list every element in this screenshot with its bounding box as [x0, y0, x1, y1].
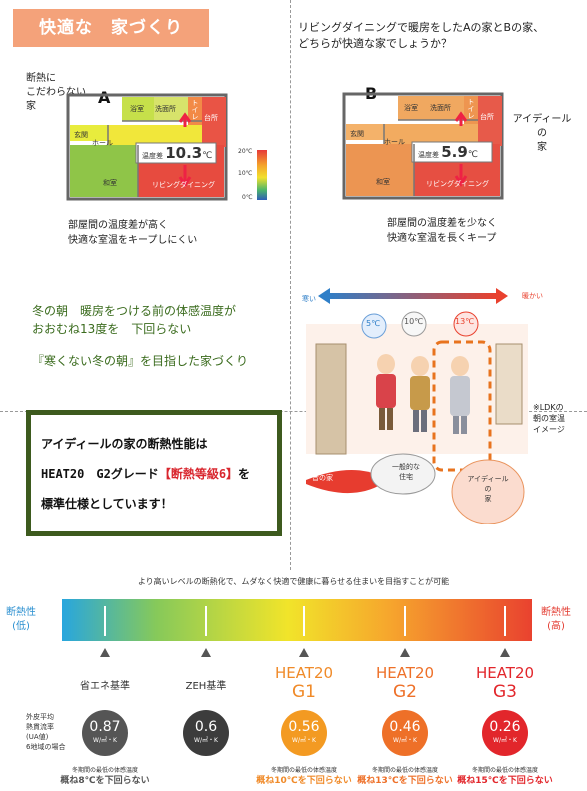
low-insulation-label: 断熱性 (低)	[6, 607, 36, 632]
house-b-floorplan	[342, 92, 504, 200]
house-a-caption: 部屋間の温度差が高く 快適な室温をキープしにくい	[68, 220, 198, 246]
scale-top-label: 20℃	[238, 148, 253, 155]
room-japanese-a: 和室	[103, 179, 117, 187]
room-living-b: リビングダイニング	[426, 180, 489, 188]
tick-2	[205, 606, 207, 636]
spec-grade-line: HEAT20 G2グレード【断熱等級6】を	[41, 467, 251, 481]
room-toilet-b: トイレ	[467, 98, 475, 119]
vertical-divider	[290, 0, 291, 570]
temperature-scale-bar	[257, 150, 267, 200]
level-note-1: 冬期間の最低の体感温度 概ね8℃を下回らない	[60, 767, 150, 786]
scale-mid-label: 10℃	[238, 170, 253, 177]
tick-5	[504, 606, 506, 636]
warm-label: 暖かい	[522, 292, 543, 300]
temp-diff-a: 温度差 10.3℃	[142, 144, 213, 162]
marker-2	[201, 648, 211, 657]
level-note-3: 冬期間の最低の体感温度 概ね10℃を下回らない	[256, 767, 352, 786]
level-name-3: HEAT20 G1	[274, 664, 334, 702]
marker-3	[299, 648, 309, 657]
ua-circle-4: 0.46 W/㎡・K	[382, 710, 428, 756]
morning-line-1: 冬の朝 暖房をつける前の体感温度が	[32, 304, 237, 318]
level-name-1: 省エネ基準	[80, 681, 130, 692]
marker-4	[400, 648, 410, 657]
levels-headline: より高いレベルの断熱化で、ムダなく快適で健康に暮らせる住まいを目指すことが可能	[137, 577, 450, 586]
ua-circle-2: 0.6 W/㎡・K	[183, 710, 229, 756]
morning-line-2: おおむね13度を 下回らない	[32, 322, 192, 336]
tick-3	[303, 606, 305, 636]
room-kitchen-a: 台所	[204, 114, 218, 122]
scale-bottom-label: 0℃	[242, 194, 253, 201]
morning-line-3: 『寒くない冬の朝』を目指した家づくり	[32, 354, 249, 368]
morning-temperature-illustration	[306, 288, 528, 524]
room-wash-b: 洗面所	[430, 104, 451, 112]
level-name-2: ZEH基準	[185, 681, 227, 692]
room-hall-a: ホール	[92, 139, 113, 147]
ldk-note: ※LDKの 朝の室温 イメージ	[533, 403, 565, 434]
insulation-gradient-bar	[62, 599, 532, 641]
ideal-house-label: アイディール の 家	[467, 475, 509, 503]
room-bath-b: 浴室	[404, 104, 418, 112]
room-living-a: リビングダイニング	[152, 181, 215, 189]
comparison-question: リビングダイニングで暖房をしたAの家とBの家、 どちらが快適な家でしょうか？	[298, 21, 545, 50]
level-name-5: HEAT20 G3	[475, 664, 535, 702]
room-wash-a: 洗面所	[155, 105, 176, 113]
high-insulation-label: 断熱性 (高)	[541, 607, 571, 632]
house-a-description: 断熱に こだわらない 家	[26, 73, 86, 112]
insulation-spec-box: アイディールの家の断熱性能は HEAT20 G2グレード【断熱等級6】を 標準仕…	[26, 410, 282, 536]
room-entrance-a: 玄関	[74, 131, 88, 139]
page-title: 快適な 家づくり	[13, 9, 209, 47]
level-name-4: HEAT20 G2	[375, 664, 435, 702]
marker-1	[100, 648, 110, 657]
ua-circle-1: 0.87 W/㎡・K	[82, 710, 128, 756]
temp-old: 5℃	[366, 319, 381, 328]
house-b-description: アイディール の 家	[512, 114, 572, 153]
tick-1	[104, 606, 106, 636]
ua-value-label: 外皮平均 熱貫流率 (UA値) 6地域の場合	[26, 713, 66, 751]
level-note-5: 冬期間の最低の体感温度 概ね15℃を下回らない	[457, 767, 553, 786]
level-note-4: 冬期間の最低の体感温度 概ね13℃を下回らない	[357, 767, 453, 786]
room-japanese-b: 和室	[376, 178, 390, 186]
house-a-floorplan	[66, 93, 228, 201]
old-house-label: 昔の家	[312, 474, 333, 482]
house-a-label: A	[98, 88, 111, 107]
room-hall-b: ホール	[384, 138, 405, 146]
house-b-caption: 部屋間の温度差を少なく 快適な室温を長くキープ	[387, 218, 497, 244]
general-house-label: 一般的な 住宅	[392, 463, 420, 481]
room-bath-a: 浴室	[130, 105, 144, 113]
temp-ideal: 13℃	[455, 317, 475, 326]
room-kitchen-b: 台所	[480, 113, 494, 121]
room-toilet-a: トイレ	[191, 99, 199, 120]
ua-circle-3: 0.56 W/㎡・K	[281, 710, 327, 756]
horizontal-divider	[0, 411, 587, 412]
ua-circle-5: 0.26 W/㎡・K	[482, 710, 528, 756]
temp-general: 10℃	[404, 317, 424, 326]
temp-diff-b: 温度差 5.9℃	[418, 143, 478, 161]
tick-4	[404, 606, 406, 636]
marker-5	[500, 648, 510, 657]
cold-label: 寒い	[302, 295, 316, 303]
room-entrance-b: 玄関	[350, 130, 364, 138]
